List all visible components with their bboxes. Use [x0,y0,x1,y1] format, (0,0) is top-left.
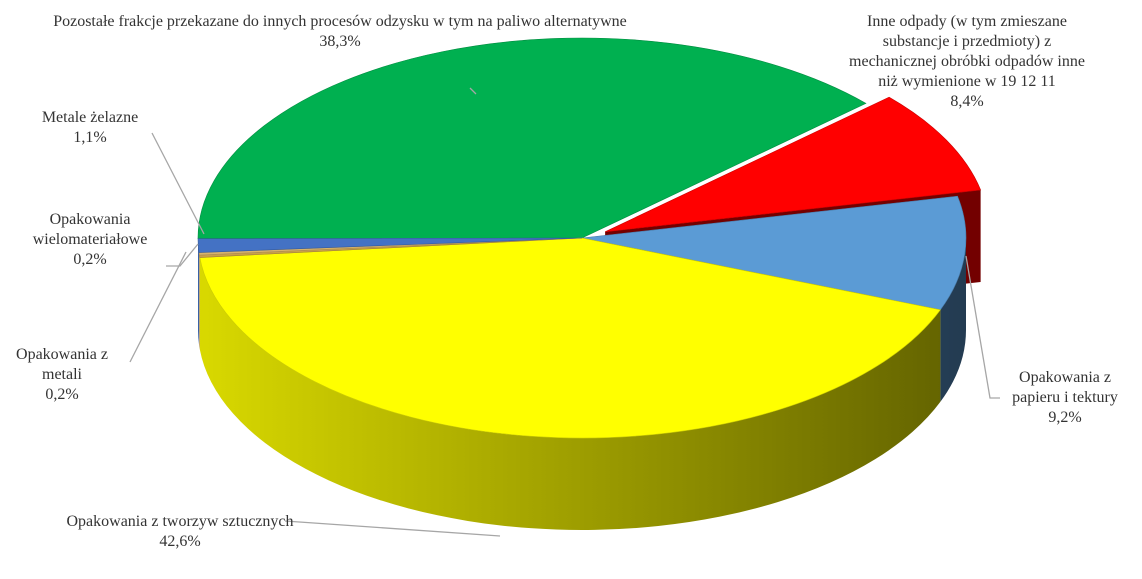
leader-line [151,132,205,235]
slice-label: Opakowania z tworzyw sztucznych 42,6% [64,512,296,552]
slice-label: Opakowania z metali 0,2% [0,345,124,405]
value-label: 42,6% [159,533,201,550]
slice-label: Opakowania z papieru i tektury 9,2% [1006,368,1124,428]
slice [197,237,583,253]
slice-label: Inne odpady (w tym zmieszane substancje … [842,12,1092,112]
leader-line [469,87,477,95]
slice-side [940,238,966,402]
slice-label: Metale żelazne 1,1% [10,108,170,148]
category-name: Opakowania wielomateriałowe [32,211,148,248]
value-label: 0,2% [45,386,79,403]
slice-side [199,257,941,530]
leader-line [129,251,187,363]
leader-line [965,255,1000,399]
leader-line [166,243,199,267]
value-label: 38,3% [319,33,361,50]
value-label: 0,2% [73,251,107,268]
category-name: Opakowania z tworzyw sztucznych [66,513,294,530]
slice [581,195,967,311]
leader-lines [129,87,1000,537]
slice [197,37,867,239]
slice-side [198,238,200,345]
slice-label: Opakowania wielomateriałowe 0,2% [10,210,170,270]
leader-line [284,520,501,537]
category-name: Opakowania z papieru i tektury [1012,369,1118,406]
category-name: Inne odpady (w tym zmieszane substancje … [849,13,1085,90]
value-label: 9,2% [1048,409,1082,426]
value-label: 8,4% [950,93,984,110]
slice [604,96,982,233]
slice [199,237,941,439]
slice-label: Pozostałe frakcje przekazane do innych p… [20,12,660,52]
category-name: Metale żelazne [41,109,139,126]
category-name: Opakowania z metali [16,346,108,383]
category-name: Pozostałe frakcje przekazane do innych p… [53,13,627,30]
value-label: 1,1% [73,129,107,146]
